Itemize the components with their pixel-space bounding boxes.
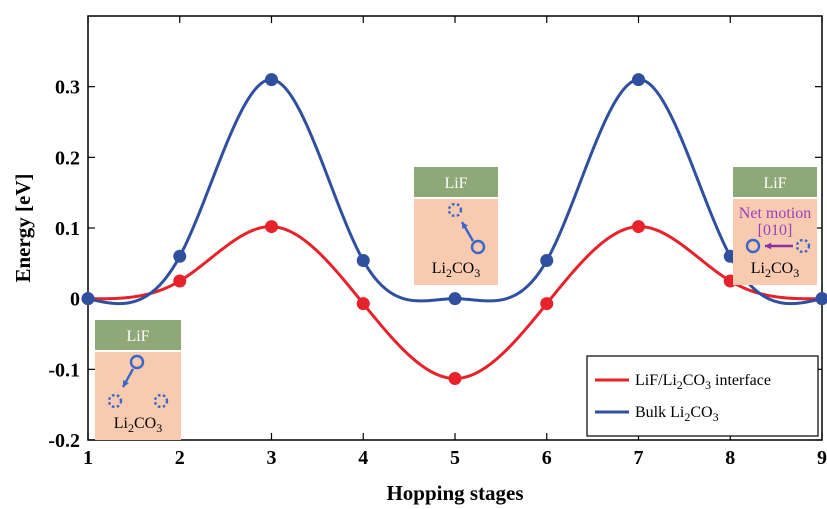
direction-label: [010] <box>758 222 793 239</box>
x-tick-label: 5 <box>450 447 460 469</box>
inset-lif-layer <box>95 320 181 350</box>
inset-bottom-label: Li2CO3 <box>114 415 162 435</box>
inset-lif-layer <box>733 167 817 197</box>
x-tick-label: 6 <box>542 447 552 469</box>
x-tick-label: 7 <box>634 447 644 469</box>
inset-bottom-label: Li2CO3 <box>751 260 799 280</box>
y-tick-label: 0.3 <box>55 77 80 99</box>
x-tick-label: 4 <box>358 447 368 469</box>
data-point-series-0 <box>540 297 554 311</box>
inset-li2co3-layer <box>95 352 181 440</box>
vacancy-site-icon <box>153 393 169 409</box>
li-ion-icon <box>129 354 145 370</box>
net-motion-label: Net motion <box>739 205 811 222</box>
data-point-series-0 <box>173 274 187 288</box>
data-point-series-1 <box>173 249 187 263</box>
y-tick-label: 0 <box>70 289 80 311</box>
legend-box <box>586 355 819 437</box>
y-tick-label: -0.2 <box>48 430 80 452</box>
motion-arrowhead <box>765 242 772 250</box>
data-point-series-1 <box>540 254 554 268</box>
data-point-series-0 <box>265 220 278 234</box>
vacancy-site-icon <box>795 238 811 254</box>
data-point-series-1 <box>448 292 462 306</box>
li-ion-icon <box>745 238 761 254</box>
y-tick-label: 0.2 <box>55 147 80 169</box>
data-point-series-1 <box>265 73 278 87</box>
x-axis-title: Hopping stages <box>386 481 523 505</box>
data-point-series-1 <box>632 73 645 87</box>
data-point-series-1 <box>356 254 370 268</box>
x-tick-label: 1 <box>83 447 93 469</box>
inset-li2co3-layer <box>733 199 817 285</box>
motion-arrowhead <box>462 222 468 229</box>
data-point-series-0 <box>632 220 645 234</box>
vacancy-site-icon <box>107 393 123 409</box>
inset-li2co3-layer <box>414 199 498 285</box>
inset-top-label: LiF <box>126 328 149 345</box>
x-tick-label: 3 <box>267 447 277 469</box>
y-axis-title: Energy [eV] <box>11 173 35 282</box>
legend-label-1: Bulk Li2CO3 <box>635 404 719 424</box>
inset-bottom-label: Li2CO3 <box>432 260 480 280</box>
inset-top-label: LiF <box>444 175 467 192</box>
inset-top-label: LiF <box>763 175 786 192</box>
inset-1: LiF Li2CO3 <box>414 167 498 285</box>
data-point-series-0 <box>448 372 462 386</box>
inset-lif-layer <box>414 167 498 197</box>
motion-arrowhead <box>123 380 129 387</box>
x-tick-label: 9 <box>817 447 827 469</box>
data-point-series-1 <box>815 292 827 306</box>
li-ion-icon <box>470 239 486 255</box>
x-tick-label: 2 <box>175 447 185 469</box>
data-point-series-0 <box>356 297 370 311</box>
vacancy-site-icon <box>447 202 463 218</box>
x-tick-label: 8 <box>725 447 735 469</box>
y-tick-label: 0.1 <box>55 218 80 240</box>
y-tick-label: -0.1 <box>48 359 80 381</box>
data-point-series-1 <box>81 292 95 306</box>
inset-2: LiF Li2CO3 Net motion[010] <box>733 167 817 285</box>
inset-0: LiF Li2CO3 <box>95 320 181 440</box>
legend-label-0: LiF/Li2CO3 interface <box>635 372 771 392</box>
